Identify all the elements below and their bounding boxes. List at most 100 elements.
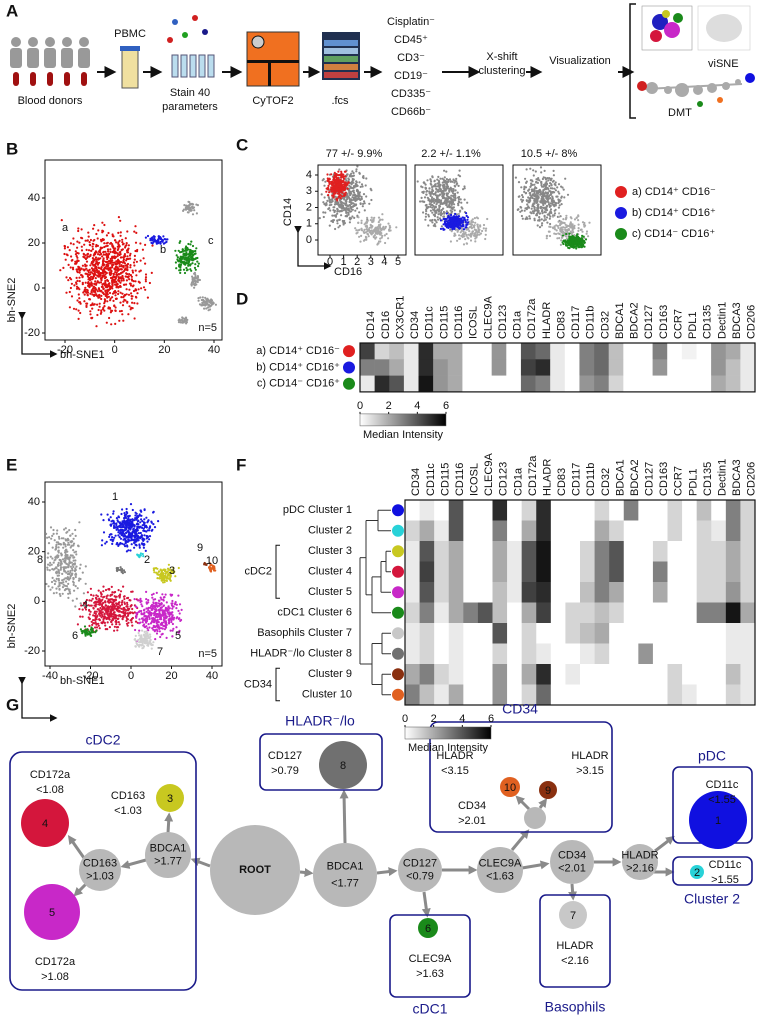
gating-label: CD3⁻: [397, 52, 425, 64]
cell-dot: [159, 635, 162, 639]
cell-dot: [57, 577, 60, 580]
cell-dot: [125, 264, 128, 267]
cell-dot: [88, 276, 91, 279]
cell-dot: [102, 250, 105, 253]
cell-dot: [369, 219, 372, 222]
cell-dot: [98, 618, 101, 621]
cell-dot: [351, 187, 355, 190]
cell-dot: [112, 299, 115, 302]
cell-dot: [134, 532, 137, 535]
cell-dot: [114, 595, 117, 599]
cell-dot: [118, 245, 121, 248]
cell-dot: [154, 598, 157, 601]
cell-dot: [185, 322, 188, 325]
cell-dot: [88, 609, 91, 612]
cell-dot: [98, 627, 101, 630]
cell-dot: [142, 546, 145, 549]
cell-dot: [121, 241, 124, 244]
cell-dot: [119, 285, 122, 288]
cell-dot: [182, 320, 185, 323]
cell-dot: [77, 227, 80, 230]
cell-dot: [141, 526, 144, 530]
cell-dot: [389, 226, 392, 229]
cell-dot: [116, 282, 119, 285]
cell-dot: [127, 257, 130, 260]
cell-dot: [72, 307, 76, 310]
cell-dot: [326, 199, 329, 202]
cell-dot: [179, 268, 182, 272]
cell-dot: [89, 310, 92, 313]
cell-dot: [432, 224, 435, 227]
cell-dot: [96, 290, 99, 293]
cell-dot: [51, 546, 54, 549]
cell-dot: [47, 552, 50, 555]
cell-dot: [64, 549, 67, 552]
cell-dot: [90, 620, 93, 623]
cell-dot: [120, 526, 123, 529]
cell-dot: [98, 610, 101, 614]
cell-dot: [452, 192, 455, 195]
cell-dot: [358, 181, 361, 184]
cell-dot: [435, 200, 438, 203]
cell-dot: [58, 587, 61, 591]
cell-dot: [528, 192, 531, 195]
cell-dot: [164, 572, 167, 575]
cell-dot: [142, 542, 145, 546]
cell-dot: [100, 513, 103, 516]
cell-dot: [443, 169, 446, 172]
cell-dot: [387, 222, 390, 225]
cell-dot: [136, 248, 139, 252]
cell-dot: [325, 203, 328, 206]
cell-dot: [74, 605, 77, 608]
cell-dot: [116, 629, 119, 632]
cell-dot: [350, 199, 353, 202]
cell-dot: [457, 174, 460, 177]
cell-dot: [46, 566, 49, 569]
cell-dot: [153, 526, 157, 529]
cell-dot: [183, 271, 187, 275]
cell-dot: [323, 196, 326, 199]
cell-dot: [135, 641, 138, 645]
cell-dot: [476, 225, 479, 228]
cell-dot: [428, 191, 432, 194]
cell-dot: [163, 628, 166, 631]
cell-dot: [75, 565, 78, 568]
cell-dot: [111, 536, 114, 539]
cell-dot: [155, 242, 158, 245]
cell-dot: [116, 266, 119, 269]
cell-dot: [141, 629, 144, 632]
cell-dot: [147, 609, 150, 612]
cell-dot: [188, 252, 191, 255]
cell-dot: [112, 611, 115, 614]
panel-label: A: [6, 1, 18, 20]
cell-dot: [134, 280, 137, 283]
cell-dot: [48, 564, 52, 567]
cell-dot: [432, 197, 435, 200]
cell-dot: [125, 279, 128, 282]
cell-dot: [158, 630, 161, 633]
cell-dot: [520, 209, 524, 212]
cell-dot: [349, 218, 352, 221]
cell-dot: [183, 318, 186, 321]
cell-dot: [129, 264, 132, 267]
cell-dot: [135, 296, 138, 299]
cell-dot: [191, 253, 194, 256]
cell-dot: [136, 522, 139, 525]
cell-dot: [333, 175, 336, 178]
cell-dot: [90, 593, 93, 597]
cell-dot: [75, 276, 78, 279]
cell-dot: [75, 285, 79, 288]
cell-dot: [143, 611, 146, 614]
cell-dot: [436, 185, 439, 188]
cell-dot: [117, 534, 120, 537]
cell-dot: [117, 621, 120, 624]
cell-dot: [360, 227, 363, 230]
cell-dot: [458, 234, 461, 237]
cell-dot: [125, 619, 128, 623]
cell-dot: [101, 603, 104, 607]
cell-dot: [120, 279, 123, 282]
cell-dot: [119, 234, 122, 237]
cell-dot: [532, 212, 535, 215]
cell-dot: [105, 595, 108, 598]
cell-dot: [441, 192, 444, 195]
